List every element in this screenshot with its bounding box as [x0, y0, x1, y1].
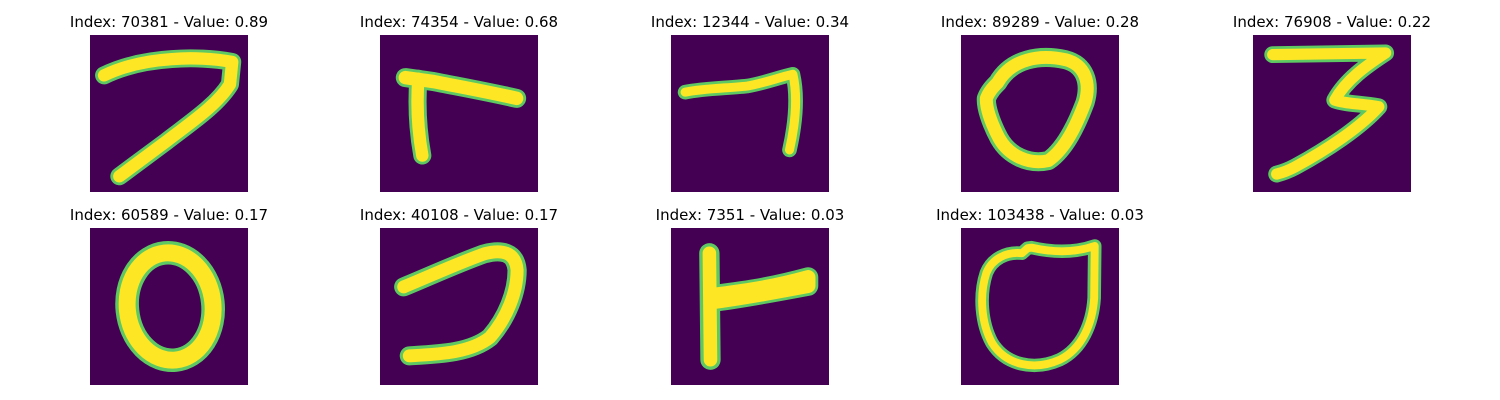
digit-panel-9: Index: 103438 - Value: 0.03	[895, 206, 1185, 386]
panel-title: Index: 70381 - Value: 0.89	[69, 13, 269, 31]
panel-title: Index: 89289 - Value: 0.28	[940, 13, 1140, 31]
digit-panel-2: Index: 74354 - Value: 0.68	[314, 13, 604, 193]
panel-title: Index: 40108 - Value: 0.17	[359, 206, 559, 224]
digit-image-three	[1253, 35, 1411, 192]
panel-title: Index: 74354 - Value: 0.68	[359, 13, 559, 31]
panel-title: Index: 7351 - Value: 0.03	[655, 206, 845, 224]
digit-image-zero-open	[961, 228, 1119, 385]
digit-panel-4: Index: 89289 - Value: 0.28	[895, 13, 1185, 193]
digit-panel-7: Index: 40108 - Value: 0.17	[314, 206, 604, 386]
digit-panel-5: Index: 76908 - Value: 0.22	[1187, 13, 1477, 193]
digit-panel-6: Index: 60589 - Value: 0.17	[24, 206, 314, 386]
digit-image-seven-thin	[671, 35, 829, 192]
panel-title: Index: 12344 - Value: 0.34	[650, 13, 850, 31]
panel-title: Index: 76908 - Value: 0.22	[1232, 13, 1432, 31]
digit-image-zero-round	[90, 228, 248, 385]
digit-panel-3: Index: 12344 - Value: 0.34	[605, 13, 895, 193]
digit-image-hook	[380, 228, 538, 385]
digit-image-angular	[380, 35, 538, 192]
digit-image-seven	[90, 35, 248, 192]
panel-title: Index: 60589 - Value: 0.17	[69, 206, 269, 224]
panel-title: Index: 103438 - Value: 0.03	[936, 206, 1144, 224]
digit-image-stroke	[671, 228, 829, 385]
digit-image-zero	[961, 35, 1119, 192]
digit-panel-1: Index: 70381 - Value: 0.89	[24, 13, 314, 193]
digit-panel-8: Index: 7351 - Value: 0.03	[605, 206, 895, 386]
